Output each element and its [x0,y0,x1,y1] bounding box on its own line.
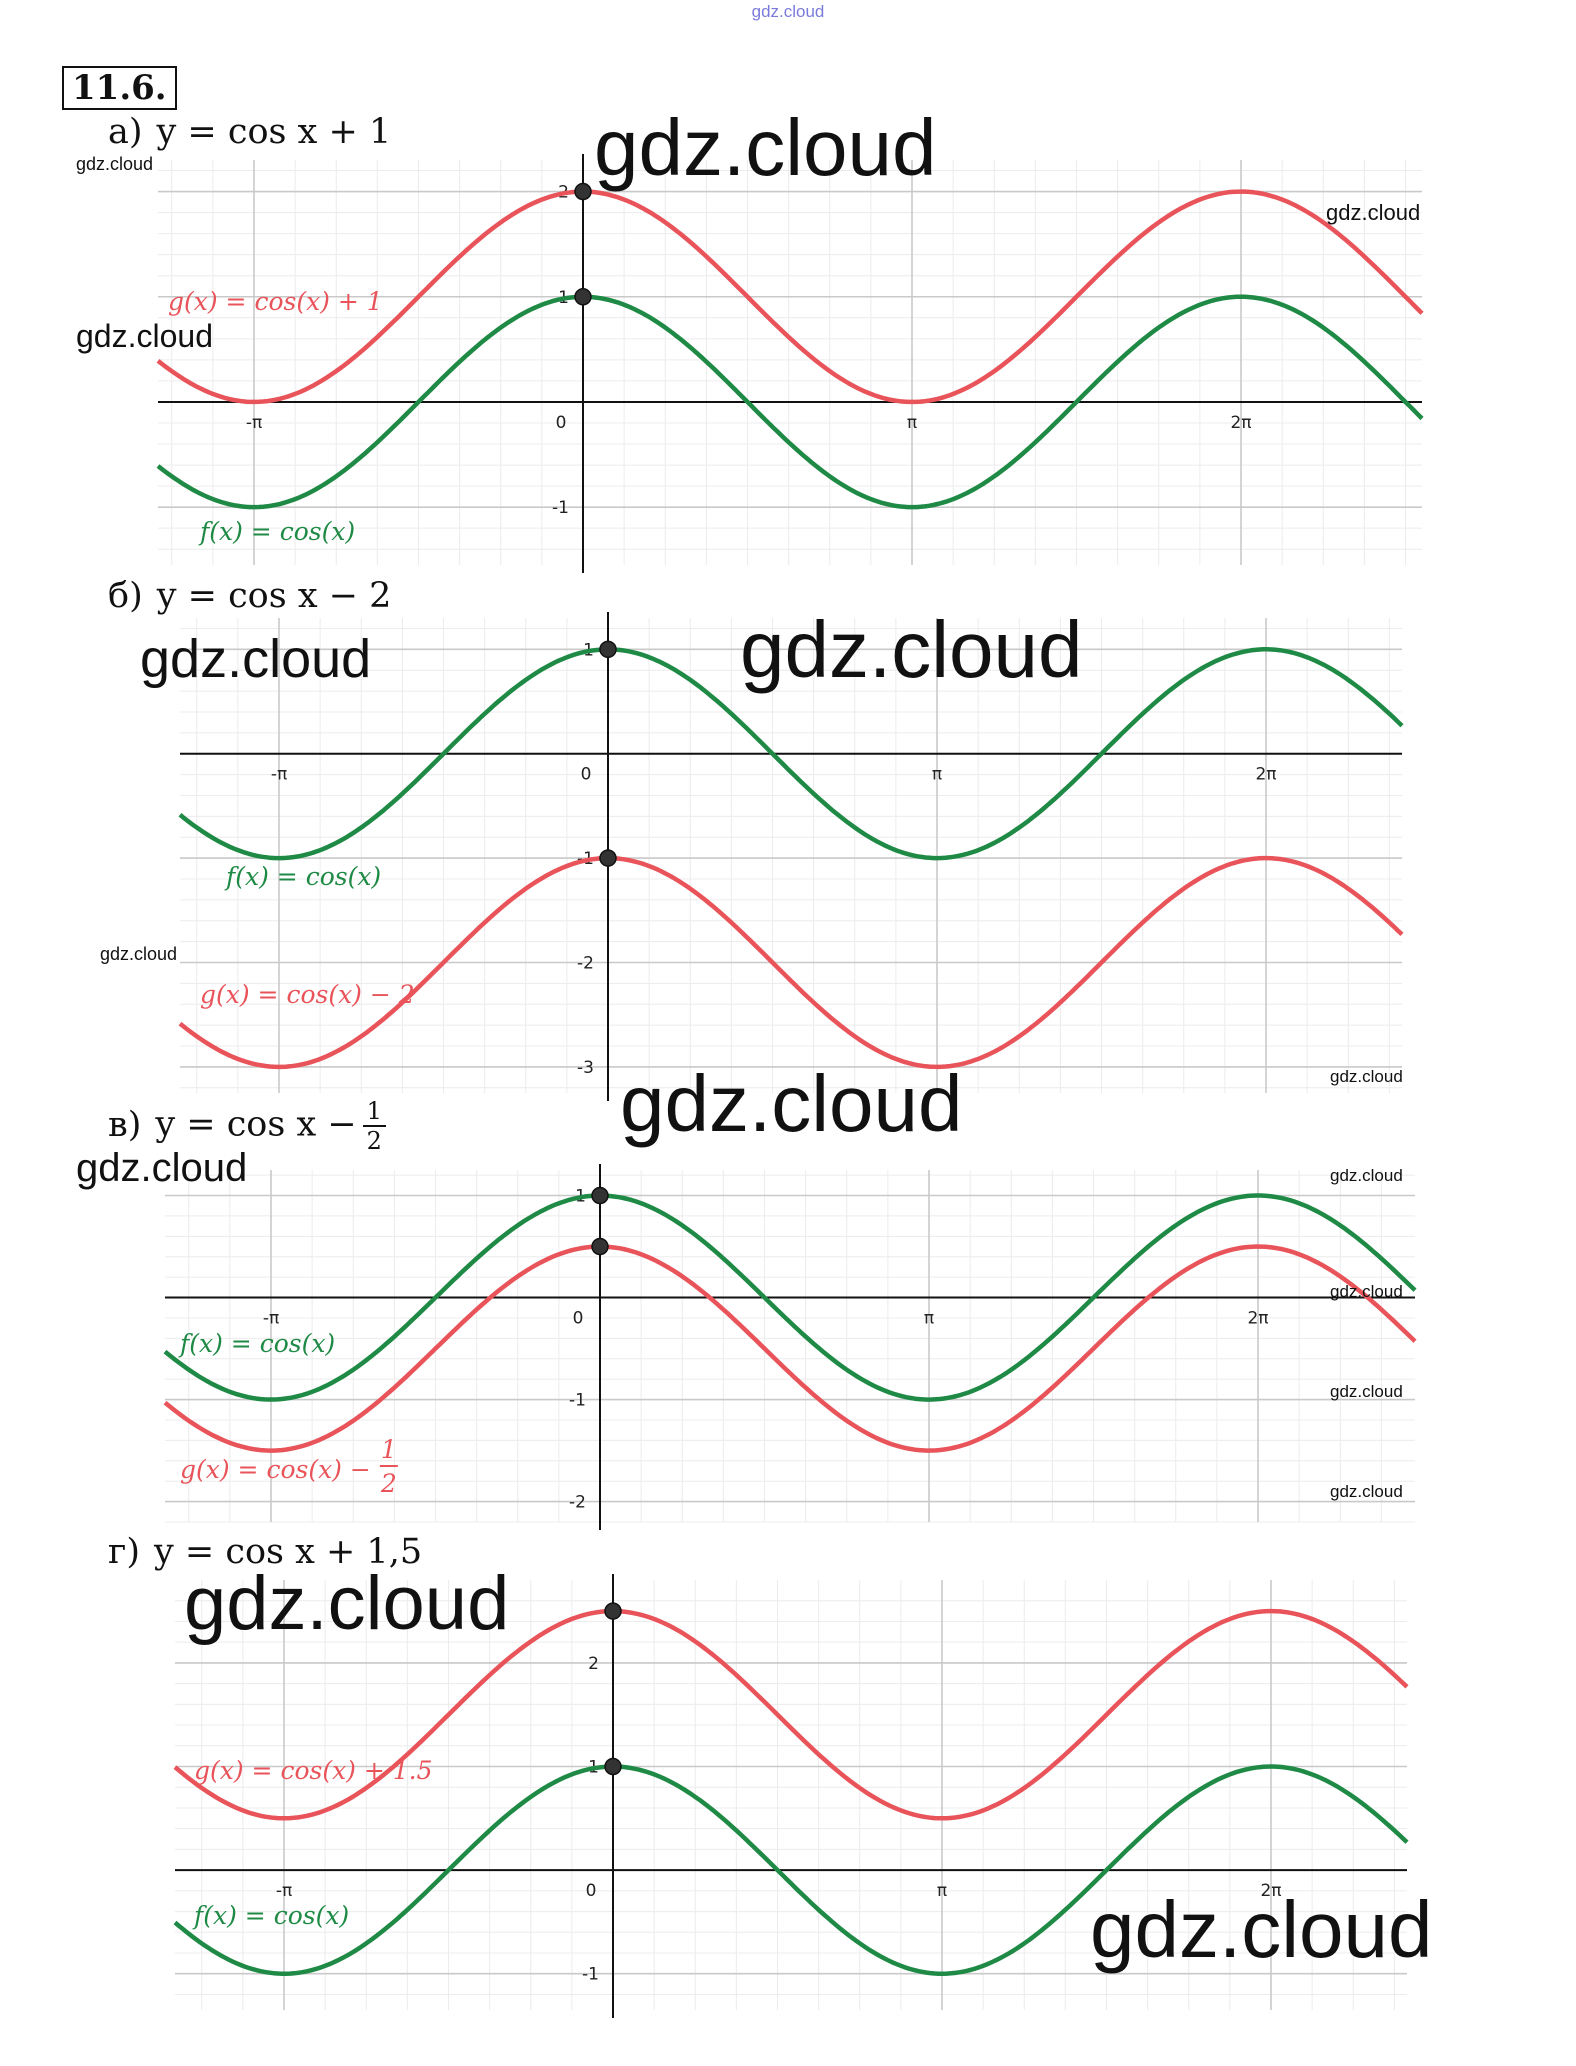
caption-a-formula: y = cos x + 1 [156,112,392,152]
x-tick-label: -π [276,1881,292,1901]
caption-c-frac-den: 2 [366,1127,382,1155]
watermark: gdz.cloud [76,154,154,174]
series-line-f [178,647,1404,861]
series-line-f [156,294,1424,510]
series-label-f: f(x) = cos(x) [198,517,355,546]
x-tick-label: 2π [1260,1881,1281,1901]
watermark: gdz.cloud [1330,1166,1403,1185]
caption-c-frac-num: 1 [362,1097,386,1127]
caption-b-formula: y = cos x − 2 [156,576,392,616]
data-point [604,1757,622,1776]
y-tick-label: -1 [582,1965,599,1985]
watermark: gdz.cloud [1330,1067,1403,1086]
watermark: gdz.cloud [1330,1382,1403,1401]
chart-panel-1: -π 0 π 2π1-1-2-3f(x) = cos(x)g(x) = cos(x) … [178,612,1404,1101]
caption-d-formula: y = cos x + 1,5 [154,1532,423,1572]
watermark: gdz.cloud [76,1146,248,1190]
series-line-g [178,855,1404,1070]
data-point [599,849,617,867]
x-tick-label: π [907,413,917,433]
watermark: gdz.cloud [184,1561,510,1646]
series-line-g [173,1608,1409,1821]
series-label-g: g(x) = cos(x) − 2 [200,980,415,1009]
caption-d: г) y = cos x + 1,5 [108,1532,422,1572]
data-point [574,182,592,201]
problem-number: 11.6. [62,66,177,110]
y-tick-label: -2 [577,954,594,974]
series-line-g [156,189,1424,405]
watermark: gdz.cloud [1326,200,1421,225]
caption-d-letter: г) [108,1532,140,1572]
x-tick-label: π [932,765,942,785]
x-tick-label: -π [246,413,262,433]
watermark: gdz.cloud [620,1059,963,1148]
x-tick-label: -π [263,1309,279,1329]
series-label-f: f(x) = cos(x) [178,1329,335,1358]
x-tick-label: 0 [581,765,592,785]
x-tick-label: 2π [1230,413,1251,433]
series-label-g: g(x) = cos(x) + 1 [168,287,383,316]
series-label-g: g(x) = cos(x) − [180,1455,371,1484]
series-label-frac-den: 2 [380,1469,397,1498]
x-tick-label: -π [271,765,287,785]
series-line-f [163,1193,1417,1402]
x-tick-label: 2π [1255,765,1276,785]
caption-a: а) y = cos x + 1 [108,112,391,152]
caption-c: в) y = cos x −1 2 [108,1097,386,1155]
x-tick-label: 0 [586,1881,597,1901]
series-line-f [173,1764,1409,1976]
watermark: gdz.cloud [1090,1885,1433,1974]
x-tick-label: 0 [556,413,567,433]
x-tick-label: π [924,1309,934,1329]
series-label-frac-num: 1 [381,1435,397,1464]
watermark: gdz.cloud [1330,1482,1403,1501]
chart-panel-2: -π 0 π 2π1-1-2f(x) = cos(x)g(x) = cos(x) −1… [163,1164,1417,1530]
x-tick-label: 2π [1247,1309,1268,1329]
series-label-g: g(x) = cos(x) + 1.5 [194,1756,433,1785]
series-line-g [163,1244,1417,1453]
caption-c-formula: y = cos x − [155,1104,357,1145]
y-tick-label: -1 [569,1391,586,1411]
data-point [574,288,592,306]
y-tick-label: 2 [588,1654,599,1674]
x-tick-label: 0 [573,1309,584,1329]
series-label-f: f(x) = cos(x) [192,1901,349,1930]
watermark: gdz.cloud [100,944,178,964]
watermark: gdz.cloud [740,605,1083,694]
y-tick-label: -3 [577,1058,594,1078]
watermark: gdz.cloud [594,103,937,192]
data-point [591,1237,609,1256]
caption-b: б) y = cos x − 2 [108,576,391,616]
data-point [604,1602,622,1620]
top-watermark: gdz.cloud [751,2,825,21]
caption-c-letter: в) [108,1104,142,1145]
caption-a-letter: а) [108,112,143,152]
caption-b-letter: б) [108,576,143,616]
watermark: gdz.cloud [1330,1282,1403,1301]
data-point [591,1186,609,1205]
watermark: gdz.cloud [76,318,213,354]
y-tick-label: -1 [552,498,569,518]
x-tick-label: π [937,1881,947,1901]
series-label-f: f(x) = cos(x) [224,862,381,891]
watermark: gdz.cloud [140,629,372,689]
data-point [599,640,617,659]
y-tick-label: -2 [569,1493,586,1513]
